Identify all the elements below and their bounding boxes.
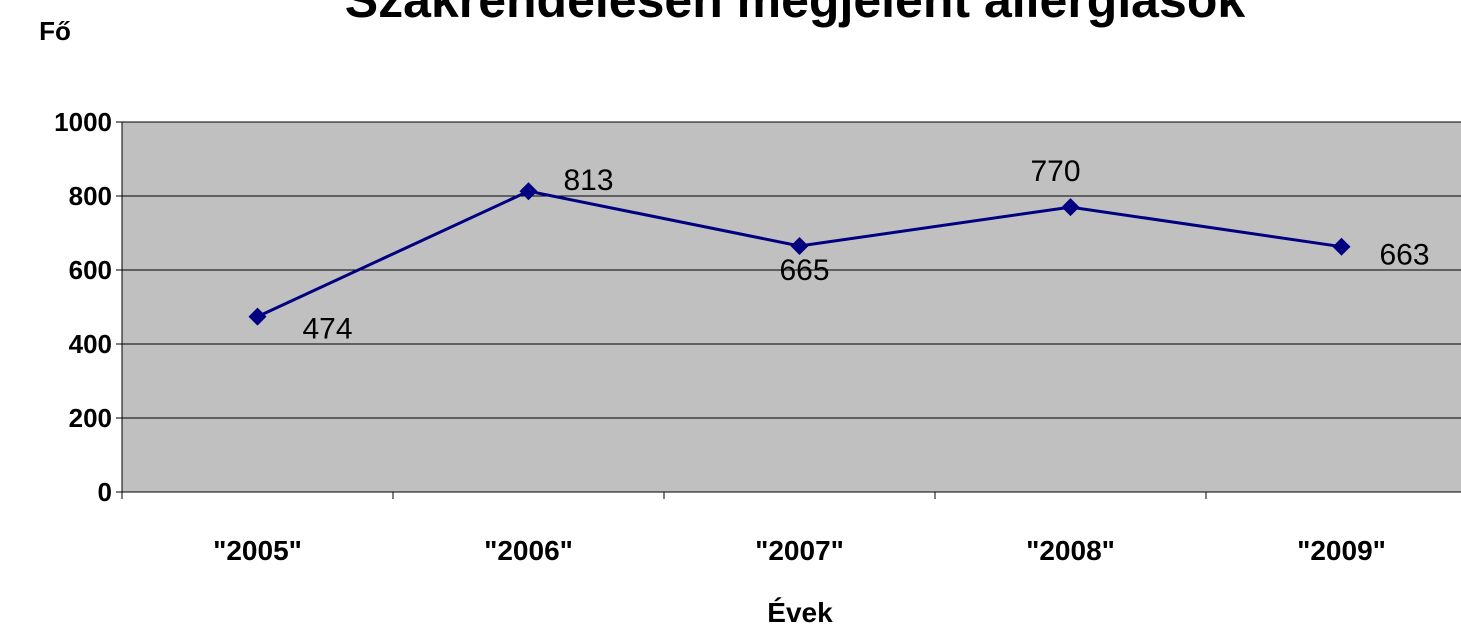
marker <box>1061 198 1080 217</box>
y-tick-label: 800 <box>69 181 112 211</box>
y-axis-label: Fő <box>39 16 71 46</box>
data-label: 663 <box>1380 239 1430 272</box>
marker <box>790 236 809 255</box>
x-tick-label: "2005" <box>213 535 302 566</box>
y-tick-label: 200 <box>69 403 112 433</box>
y-tick-label: 0 <box>98 477 112 507</box>
plot-area <box>122 122 1461 492</box>
x-axis-label: Évek <box>767 597 833 628</box>
marker <box>519 182 538 201</box>
x-tick-label: "2009" <box>1297 535 1386 566</box>
marker <box>1332 237 1351 256</box>
x-tick-label: "2007" <box>755 535 844 566</box>
y-tick-label: 600 <box>69 255 112 285</box>
x-tick-label: "2006" <box>484 535 573 566</box>
data-label: 474 <box>303 313 353 346</box>
y-tick-label: 400 <box>69 329 112 359</box>
data-label: 665 <box>780 254 830 287</box>
x-tick-label: "2008" <box>1026 535 1115 566</box>
chart-title: Szakrendelésen megjelent allergiások <box>345 0 1246 28</box>
data-label: 813 <box>564 164 614 197</box>
data-label: 770 <box>1031 155 1081 188</box>
y-tick-label: 1000 <box>54 107 112 137</box>
marker <box>248 307 267 326</box>
